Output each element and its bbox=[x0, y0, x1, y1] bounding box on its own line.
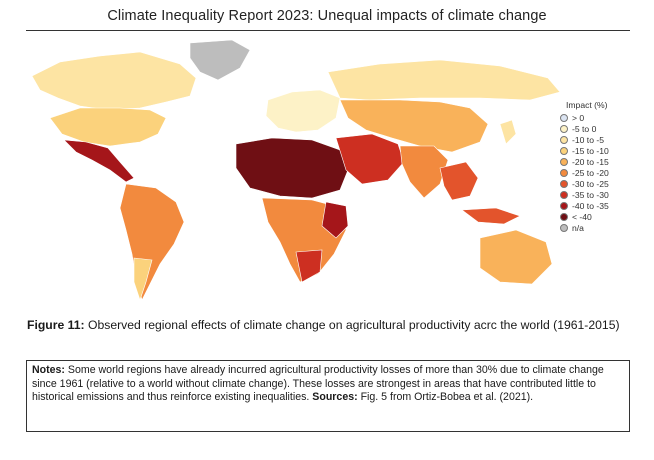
map-region-japan bbox=[499, 119, 517, 145]
legend-swatch bbox=[560, 191, 568, 200]
legend-label: -40 to -35 bbox=[572, 201, 609, 212]
map-region-mexico bbox=[63, 139, 135, 183]
legend-swatch bbox=[560, 202, 568, 211]
legend-item: n/a bbox=[560, 223, 609, 234]
figure-caption-text: Observed regional effects of climate cha… bbox=[84, 318, 620, 332]
legend-label: -20 to -15 bbox=[572, 156, 609, 167]
map-region-indonesia bbox=[461, 207, 521, 225]
legend-label: > 0 bbox=[572, 112, 585, 123]
legend-swatch bbox=[560, 224, 568, 233]
legend-swatch bbox=[560, 157, 568, 166]
figure-caption-label: Figure 11: bbox=[27, 318, 85, 332]
map-region-australia bbox=[479, 229, 553, 285]
page-title: Climate Inequality Report 2023: Unequal … bbox=[107, 8, 547, 24]
map-region-russia bbox=[327, 59, 561, 101]
legend-swatch bbox=[560, 135, 568, 144]
legend-item: -25 to -20 bbox=[560, 167, 609, 178]
map-legend: Impact (%) > 0 -5 to 0 -10 to -5 -15 to -10… bbox=[560, 100, 609, 234]
map-region-central-asia bbox=[339, 99, 489, 153]
sources-text: Fig. 5 from Ortiz-Bobea et al. (2021). bbox=[357, 391, 534, 404]
legend-item: -20 to -15 bbox=[560, 156, 609, 167]
legend-label: n/a bbox=[572, 223, 584, 234]
map-region-greenland bbox=[189, 39, 251, 81]
notes-text: Some world regions have already incurred… bbox=[32, 364, 604, 404]
legend-item: > 0 bbox=[560, 112, 609, 123]
legend-swatch bbox=[560, 213, 568, 222]
legend-label: < -40 bbox=[572, 212, 592, 223]
legend-items: > 0 -5 to 0 -10 to -5 -15 to -10 -20 to -15-… bbox=[560, 112, 609, 234]
map-region-usa bbox=[49, 107, 167, 147]
legend-item: -5 to 0 bbox=[560, 123, 609, 134]
legend-swatch bbox=[560, 113, 568, 122]
legend-item: -15 to -10 bbox=[560, 145, 609, 156]
title-divider bbox=[26, 30, 630, 31]
map-region-southern-africa bbox=[295, 249, 323, 283]
figure-caption: Figure 11: Observed regional effects of … bbox=[27, 318, 637, 334]
map-region-north-africa bbox=[235, 137, 349, 199]
legend-item: -35 to -30 bbox=[560, 190, 609, 201]
legend-swatch bbox=[560, 169, 568, 178]
map-region-argentina bbox=[133, 257, 153, 301]
legend-label: -15 to -10 bbox=[572, 145, 609, 156]
map-region-east-africa bbox=[321, 201, 349, 239]
world-impact-map bbox=[31, 39, 561, 301]
notes-label: Notes: bbox=[32, 364, 65, 376]
sources-label: Sources: bbox=[312, 391, 358, 404]
map-region-south-america bbox=[119, 183, 185, 301]
legend-title: Impact (%) bbox=[566, 100, 608, 110]
map-region-middle-east bbox=[335, 133, 405, 185]
legend-swatch bbox=[560, 180, 568, 189]
legend-swatch bbox=[560, 146, 568, 155]
legend-label: -30 to -25 bbox=[572, 179, 609, 190]
legend-item: -40 to -35 bbox=[560, 201, 609, 212]
legend-item: -10 to -5 bbox=[560, 134, 609, 145]
legend-label: -10 to -5 bbox=[572, 134, 605, 145]
legend-item: -30 to -25 bbox=[560, 179, 609, 190]
map-region-europe bbox=[265, 89, 341, 133]
map-region-south-asia bbox=[399, 145, 449, 199]
legend-item: < -40 bbox=[560, 212, 609, 223]
legend-label: -25 to -20 bbox=[572, 168, 609, 179]
legend-swatch bbox=[560, 124, 568, 133]
map-region-southeast-asia bbox=[439, 161, 479, 201]
legend-label: -35 to -30 bbox=[572, 190, 609, 201]
notes-box: Notes: Some world regions have already i… bbox=[26, 360, 630, 432]
map-region-canada bbox=[31, 51, 197, 111]
legend-label: -5 to 0 bbox=[572, 123, 597, 134]
